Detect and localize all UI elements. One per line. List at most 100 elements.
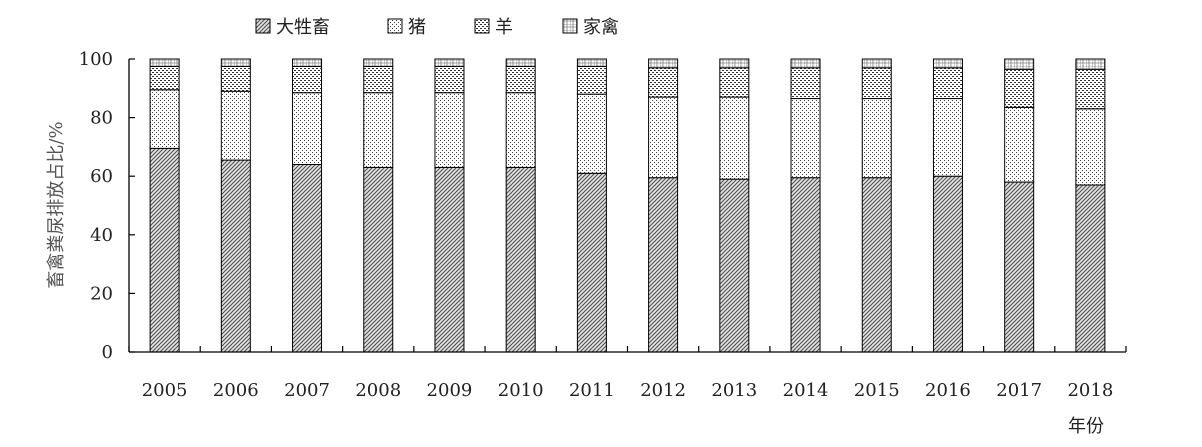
x-tick-label: 2009 xyxy=(427,380,473,401)
bar-segment xyxy=(1075,184,1106,353)
legend-item: 家禽 xyxy=(562,17,619,38)
legend-swatch xyxy=(474,18,490,34)
x-tick-label: 2005 xyxy=(142,380,188,401)
bar-segment xyxy=(220,159,251,353)
bar-segment xyxy=(220,90,251,161)
bar-stack xyxy=(363,58,394,353)
bar-segment xyxy=(292,92,323,165)
x-tick-label: 2011 xyxy=(569,380,615,401)
bar-segment xyxy=(861,67,892,100)
bar-segment xyxy=(861,58,892,69)
x-axis-title: 年份 xyxy=(1068,416,1104,437)
y-tick-label: 60 xyxy=(90,166,113,187)
legend-swatch xyxy=(255,18,271,34)
bar-stack xyxy=(220,58,251,353)
bar-segment xyxy=(1075,108,1106,186)
bar-segment xyxy=(576,58,607,67)
bar-segment xyxy=(149,147,180,353)
bar-stack xyxy=(576,58,607,353)
bar-stack xyxy=(149,58,180,353)
bar-segment xyxy=(576,65,607,95)
bar-segment xyxy=(932,58,963,69)
y-tick-label: 20 xyxy=(90,283,113,304)
bar-segment xyxy=(363,65,394,94)
bar-stack xyxy=(932,58,963,353)
legend-swatch xyxy=(387,18,403,34)
bar-segment xyxy=(719,67,750,98)
legend-label: 猪 xyxy=(408,17,426,38)
y-axis-title: 畜禽粪尿排放占比/% xyxy=(46,121,67,288)
bar-stack xyxy=(861,58,892,353)
bar-segment xyxy=(434,166,465,353)
bar-segment xyxy=(149,65,180,91)
bar-segment xyxy=(932,98,963,177)
legend-item: 大牲畜 xyxy=(255,17,330,38)
bar-segment xyxy=(363,58,394,67)
bar-segment xyxy=(1004,68,1035,108)
bar-segment xyxy=(719,178,750,353)
x-tick-label: 2006 xyxy=(213,380,259,401)
bar-stack xyxy=(292,58,323,353)
x-tick-label: 2016 xyxy=(925,380,971,401)
bar-segment xyxy=(576,172,607,353)
bar-segment xyxy=(292,58,323,67)
legend: 大牲畜 猪 羊 家禽 xyxy=(255,17,619,38)
x-tick-label: 2007 xyxy=(284,380,330,401)
x-tick-label: 2017 xyxy=(996,380,1042,401)
legend-item: 羊 xyxy=(474,17,513,38)
x-tick-label: 2013 xyxy=(711,380,757,401)
bar-segment xyxy=(1075,58,1106,70)
bar-segment xyxy=(790,98,821,179)
legend-item: 猪 xyxy=(387,17,426,38)
bar-stack xyxy=(505,58,536,353)
bar-segment xyxy=(1004,58,1035,70)
bar-segment xyxy=(220,58,251,67)
bar-segment xyxy=(648,96,679,179)
bar-segment xyxy=(434,65,465,94)
bar-stack xyxy=(1075,58,1106,353)
x-tick-label: 2010 xyxy=(498,380,544,401)
x-tick-label: 2015 xyxy=(854,380,900,401)
bar-segment xyxy=(434,92,465,168)
bar-segment xyxy=(790,67,821,100)
bar-segment xyxy=(292,65,323,94)
bar-segment xyxy=(576,93,607,174)
bar-segment xyxy=(505,58,536,67)
x-tick-label: 2018 xyxy=(1067,380,1113,401)
bar-segment xyxy=(648,58,679,69)
bar-segment xyxy=(292,163,323,353)
x-tick-label: 2012 xyxy=(640,380,686,401)
bar-segment xyxy=(719,58,750,69)
bar-segment xyxy=(648,67,679,98)
y-axis: 0 20 40 60 80 100 xyxy=(79,49,135,363)
bar-segment xyxy=(790,177,821,353)
bar-stack xyxy=(434,58,465,353)
bar-segment xyxy=(1004,106,1035,183)
bar-segment xyxy=(648,177,679,353)
bar-segment xyxy=(505,65,536,94)
bar-segment xyxy=(505,92,536,168)
legend-label: 大牲畜 xyxy=(276,17,330,38)
bar-segment xyxy=(363,92,394,168)
bar-segment xyxy=(1075,68,1106,110)
y-tick-label: 80 xyxy=(90,108,113,129)
bar-stack xyxy=(1004,58,1035,353)
bar-segment xyxy=(505,166,536,353)
bar-segment xyxy=(719,96,750,180)
bar-segment xyxy=(932,67,963,100)
bar-stack xyxy=(719,58,750,353)
bar-segment xyxy=(861,177,892,353)
bar-segment xyxy=(220,65,251,92)
legend-swatch xyxy=(562,18,578,34)
bar-segment xyxy=(149,58,180,67)
x-tick-label: 2008 xyxy=(355,380,401,401)
bar-segment xyxy=(932,175,963,353)
legend-label: 家禽 xyxy=(583,17,619,38)
bar-segment xyxy=(1004,181,1035,353)
y-tick-label: 40 xyxy=(90,225,113,246)
bar-segment xyxy=(363,166,394,353)
bars xyxy=(149,58,1106,353)
bar-segment xyxy=(790,58,821,69)
bar-segment xyxy=(434,58,465,67)
